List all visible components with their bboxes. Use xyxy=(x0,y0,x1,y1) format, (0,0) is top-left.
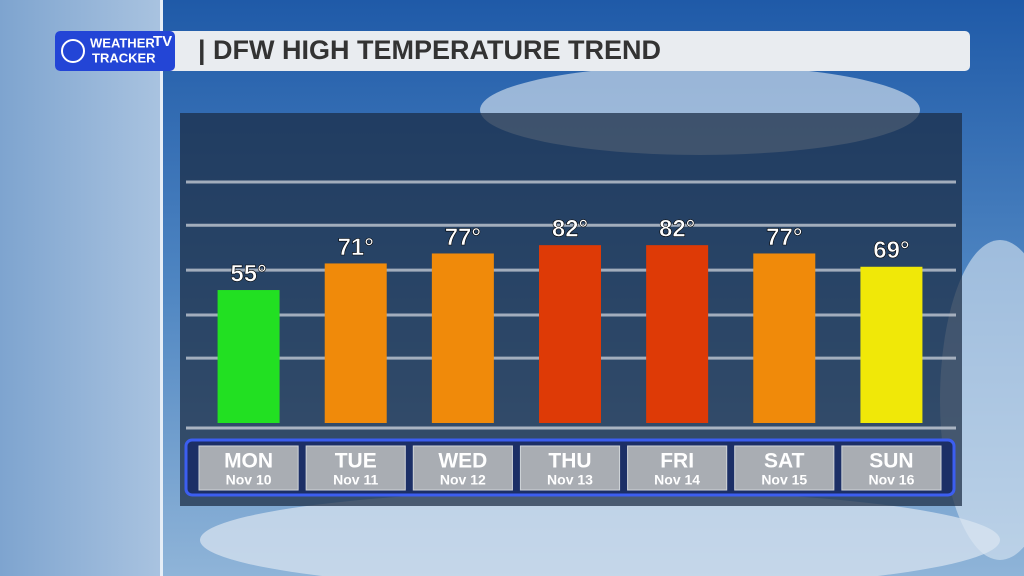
cloud xyxy=(200,490,1000,576)
side-panel xyxy=(0,0,162,576)
value-label: 77° xyxy=(766,224,802,251)
value-label: 82° xyxy=(659,216,695,243)
day-box xyxy=(627,445,728,491)
side-edge xyxy=(160,0,163,576)
value-label: 69° xyxy=(873,237,909,264)
x-tick-label: SUN xyxy=(869,450,913,473)
day-box xyxy=(198,445,299,491)
value-label: 82° xyxy=(552,216,588,243)
value-label: 55° xyxy=(230,260,266,287)
date-label: Nov 10 xyxy=(226,472,272,488)
value-label: 71° xyxy=(338,234,374,261)
date-label: Nov 15 xyxy=(761,472,807,488)
logo-text: TRACKER xyxy=(92,50,156,65)
day-box xyxy=(412,445,513,491)
bar xyxy=(860,266,923,423)
date-label: Nov 11 xyxy=(333,472,378,488)
bar xyxy=(753,253,816,423)
day-box xyxy=(841,445,942,491)
date-label: Nov 16 xyxy=(868,472,914,488)
day-box xyxy=(519,445,621,491)
logo-tv: TV xyxy=(153,33,172,50)
title-bar xyxy=(55,31,970,71)
x-tick-label: TUE xyxy=(335,450,377,473)
day-box xyxy=(734,445,835,491)
logo-box xyxy=(55,31,175,71)
logo-icon xyxy=(61,39,85,63)
date-label: Nov 14 xyxy=(654,472,700,488)
x-tick-label: SAT xyxy=(764,450,805,473)
chart-title: | DFW HIGH TEMPERATURE TREND xyxy=(198,35,661,65)
bar xyxy=(431,253,494,423)
x-tick-label: MON xyxy=(224,450,273,473)
x-tick-label: THU xyxy=(548,450,591,473)
value-label: 77° xyxy=(445,224,481,251)
logo-text: WEATHER xyxy=(90,35,155,50)
bar xyxy=(324,263,387,423)
x-tick-label: WED xyxy=(438,450,487,473)
bar xyxy=(539,245,601,423)
date-label: Nov 13 xyxy=(547,472,593,488)
date-label: Nov 12 xyxy=(440,472,486,488)
day-box xyxy=(305,445,406,491)
bar xyxy=(217,290,280,423)
x-tick-label: FRI xyxy=(660,450,694,473)
bar xyxy=(646,245,709,423)
